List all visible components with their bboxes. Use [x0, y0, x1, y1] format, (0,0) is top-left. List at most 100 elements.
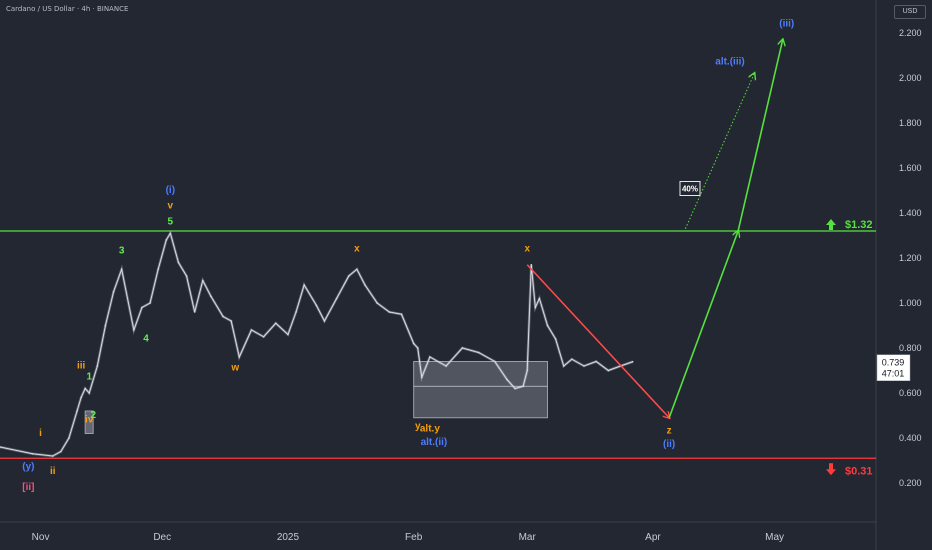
- y-tick-label: 0.200: [899, 478, 922, 488]
- wave-label: ii: [50, 466, 56, 477]
- y-tick-label: 0.800: [899, 343, 922, 353]
- wave-label: x: [524, 243, 530, 254]
- price-point: [420, 376, 423, 379]
- price-point: [538, 297, 541, 300]
- price-point: [88, 392, 91, 394]
- price-point: [133, 329, 135, 331]
- price-point: [84, 387, 86, 390]
- price-point: [364, 284, 366, 286]
- wave-label: y: [415, 421, 421, 432]
- x-tick-label: Mar: [519, 532, 537, 543]
- wave-label: w: [230, 363, 239, 374]
- price-point: [120, 268, 123, 271]
- price-point: [412, 342, 415, 345]
- x-tick-label: May: [765, 532, 784, 543]
- wave-label: (ii): [663, 439, 675, 450]
- price-point: [31, 452, 34, 455]
- price-point: [96, 365, 99, 367]
- green-projection-arrow: [737, 40, 783, 232]
- price-point: [400, 313, 403, 316]
- x-tick-label: Nov: [32, 532, 50, 543]
- wave-label: (iii): [779, 18, 794, 29]
- wave-label: z: [667, 426, 672, 437]
- wave-label: 1: [86, 372, 92, 383]
- price-point: [60, 450, 62, 453]
- price-point: [0, 446, 1, 448]
- price-point: [514, 387, 516, 390]
- wave-label: [ii]: [22, 482, 34, 493]
- price-point: [112, 290, 115, 293]
- price-point: [222, 315, 224, 318]
- x-tick-label: Feb: [405, 532, 423, 543]
- y-tick-label: 1.400: [899, 208, 922, 218]
- price-point: [335, 297, 338, 300]
- price-point: [210, 295, 212, 298]
- wave-label: alt.y: [420, 423, 440, 434]
- currency-label[interactable]: USD: [894, 5, 926, 19]
- price-point: [562, 365, 565, 367]
- price-point: [104, 324, 107, 327]
- y-tick-label: 1.800: [899, 118, 922, 128]
- price-point: [554, 338, 557, 340]
- price-point: [201, 279, 204, 282]
- wave-label: i: [39, 428, 42, 439]
- price-point: [376, 302, 378, 304]
- price-point: [546, 324, 549, 327]
- price-point: [165, 239, 168, 241]
- wave-label: v: [168, 201, 174, 212]
- wave-label: iv: [85, 414, 94, 425]
- price-point: [571, 358, 573, 361]
- price-point: [416, 347, 419, 349]
- resistance-label: $1.32: [845, 219, 873, 231]
- price-point: [429, 356, 431, 358]
- wave-label: 4: [143, 333, 149, 344]
- price-point: [230, 320, 232, 322]
- price-point: [303, 284, 305, 286]
- price-point: [461, 347, 464, 349]
- arrow-down-icon: [826, 463, 836, 476]
- price-point: [149, 302, 151, 304]
- x-tick-label: 2025: [277, 532, 300, 543]
- probability-label: 40%: [682, 185, 698, 194]
- wave-label: 5: [168, 216, 174, 227]
- price-point: [238, 356, 241, 358]
- price-point: [347, 275, 350, 277]
- price-point: [157, 268, 159, 271]
- price-point: [250, 329, 253, 331]
- current-price-label: 0.739: [882, 358, 905, 368]
- price-point: [356, 268, 358, 271]
- chart-title: Cardano / US Dollar · 4h · BINANCE: [6, 5, 129, 13]
- price-point: [493, 360, 496, 363]
- price-point: [169, 232, 172, 235]
- alt-projection-arrow: [684, 74, 754, 229]
- price-series-halo: [0, 229, 634, 458]
- price-point: [76, 410, 78, 412]
- wave-label: 3: [119, 246, 125, 257]
- wave-label: alt.(ii): [421, 437, 448, 448]
- price-point: [522, 385, 524, 388]
- price-point: [583, 365, 585, 367]
- wave-label: x: [354, 243, 360, 254]
- price-point: [323, 320, 326, 322]
- y-tick-label: 2.000: [899, 73, 922, 83]
- price-point: [193, 311, 196, 313]
- y-tick-label: 0.600: [899, 388, 922, 398]
- price-point: [445, 365, 447, 367]
- current-price-box: [876, 354, 911, 381]
- y-tick-label: 1.600: [899, 163, 922, 173]
- price-point: [295, 311, 297, 313]
- y-tick-label: 1.200: [899, 253, 922, 263]
- wave-label: 2: [90, 410, 96, 421]
- price-point: [262, 335, 265, 338]
- wave-label: alt.(iii): [715, 57, 744, 68]
- price-point: [388, 311, 391, 313]
- probability-badge: [679, 181, 701, 196]
- price-series-line: [0, 231, 633, 457]
- price-point: [315, 304, 318, 307]
- price-point: [526, 369, 529, 372]
- price-point: [607, 369, 610, 372]
- price-point: [68, 437, 70, 439]
- x-tick-label: Dec: [153, 532, 171, 543]
